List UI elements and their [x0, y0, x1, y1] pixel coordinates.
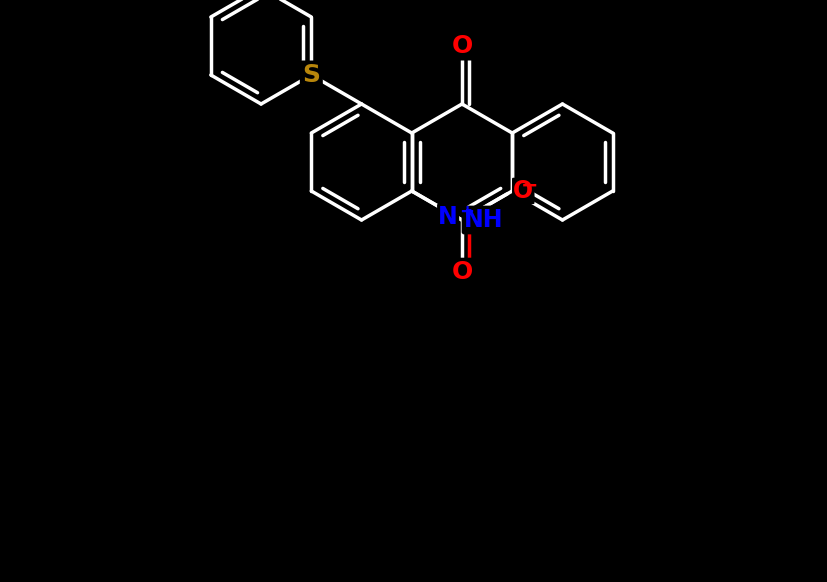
Text: S: S	[302, 63, 320, 87]
Text: O: O	[451, 260, 472, 284]
Text: −: −	[520, 176, 538, 196]
Text: O: O	[513, 179, 533, 203]
Text: O: O	[451, 34, 472, 58]
Text: +: +	[459, 203, 474, 221]
Text: NH: NH	[463, 208, 503, 232]
Text: N: N	[437, 205, 457, 229]
